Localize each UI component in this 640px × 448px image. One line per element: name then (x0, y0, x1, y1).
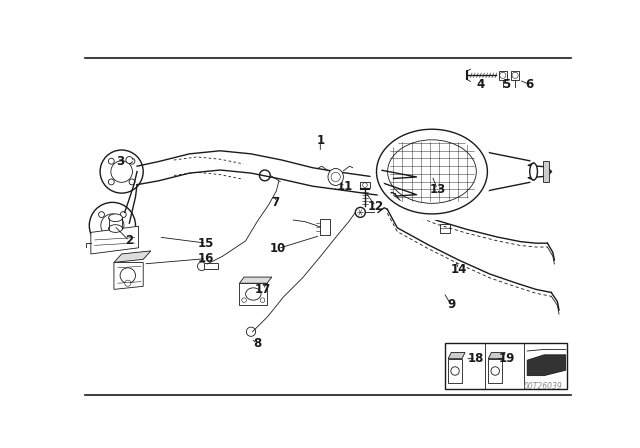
Circle shape (100, 150, 143, 193)
Ellipse shape (109, 225, 122, 233)
Circle shape (120, 233, 126, 239)
Text: 16: 16 (198, 252, 214, 265)
Polygon shape (488, 359, 502, 383)
Ellipse shape (376, 129, 488, 214)
Text: 1: 1 (316, 134, 324, 147)
Text: 5: 5 (502, 78, 511, 91)
Text: 4: 4 (476, 78, 484, 91)
Polygon shape (448, 353, 465, 359)
Circle shape (120, 211, 126, 218)
Circle shape (246, 327, 255, 336)
Circle shape (129, 158, 135, 164)
Circle shape (451, 367, 460, 375)
Text: 17: 17 (255, 283, 271, 296)
Ellipse shape (530, 163, 538, 180)
Text: 18: 18 (468, 352, 484, 365)
Ellipse shape (328, 168, 344, 185)
Text: 3: 3 (116, 155, 124, 168)
Bar (440, 224, 450, 233)
Text: 7: 7 (271, 196, 280, 209)
Circle shape (108, 179, 114, 185)
Polygon shape (239, 277, 272, 283)
Circle shape (242, 298, 246, 302)
Polygon shape (448, 359, 462, 383)
Text: 9: 9 (447, 298, 455, 311)
Circle shape (126, 156, 133, 164)
Bar (204, 263, 218, 269)
Polygon shape (114, 263, 143, 289)
Text: 12: 12 (367, 200, 384, 213)
Circle shape (260, 298, 265, 302)
Circle shape (120, 268, 136, 283)
Text: 19: 19 (499, 352, 515, 365)
Circle shape (198, 262, 206, 271)
Bar (543, 161, 549, 182)
Ellipse shape (109, 214, 122, 222)
Text: 14: 14 (451, 263, 467, 276)
Circle shape (99, 233, 104, 239)
Bar (499, 71, 507, 80)
Circle shape (491, 367, 499, 375)
Polygon shape (527, 355, 566, 375)
Polygon shape (239, 283, 267, 305)
Text: 8: 8 (253, 337, 261, 350)
Circle shape (125, 280, 131, 286)
Text: 6: 6 (525, 78, 534, 91)
Text: 13: 13 (429, 183, 445, 196)
Circle shape (90, 202, 136, 249)
Polygon shape (91, 226, 139, 254)
Text: 11: 11 (337, 181, 353, 194)
Circle shape (99, 211, 104, 218)
Polygon shape (114, 251, 151, 263)
Circle shape (259, 170, 270, 181)
Bar (511, 71, 519, 80)
Polygon shape (488, 353, 505, 359)
Bar (320, 219, 330, 236)
Text: 2: 2 (125, 234, 133, 247)
Ellipse shape (246, 288, 261, 300)
Text: 10: 10 (270, 242, 286, 255)
Text: 15: 15 (198, 237, 214, 250)
Text: 00T26039: 00T26039 (524, 382, 563, 391)
Circle shape (355, 207, 365, 217)
Bar (360, 182, 369, 188)
Circle shape (108, 158, 114, 164)
Bar (445, 343, 566, 389)
Circle shape (129, 179, 135, 185)
